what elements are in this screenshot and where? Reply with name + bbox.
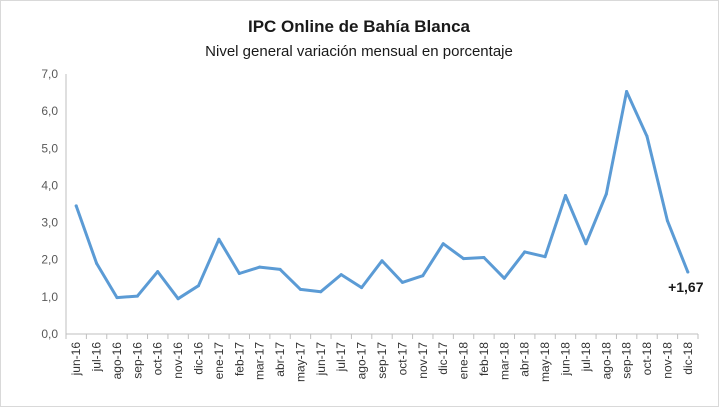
- data-point: [441, 242, 445, 246]
- x-tick-label: dic-17: [436, 342, 450, 375]
- data-point: [176, 297, 180, 301]
- y-tick-label: 4,0: [41, 178, 58, 192]
- data-point: [156, 270, 160, 274]
- x-tick-label: oct-16: [151, 342, 165, 376]
- end-value-annotation: +1,67: [668, 279, 704, 295]
- data-point: [299, 287, 302, 291]
- chart-subtitle: Nivel general variación mensual en porce…: [205, 43, 513, 60]
- data-point: [258, 265, 262, 269]
- y-tick-label: 7,0: [41, 67, 58, 81]
- x-tick-label: may-18: [538, 342, 552, 382]
- y-tick-label: 0,0: [41, 327, 58, 341]
- data-point: [421, 274, 425, 278]
- data-point: [74, 204, 78, 208]
- y-tick-label: 1,0: [41, 290, 58, 304]
- data-point: [339, 273, 343, 277]
- data-point: [135, 294, 139, 298]
- x-tick-label: ene-18: [457, 342, 471, 380]
- data-point: [237, 272, 241, 275]
- data-point: [380, 259, 384, 263]
- data-point: [665, 219, 669, 223]
- x-tick-label: feb-18: [477, 342, 491, 376]
- x-tick-label: jul-18: [579, 342, 593, 373]
- x-tick-label: sep-17: [375, 342, 389, 379]
- data-point: [400, 280, 404, 284]
- x-tick-label: oct-18: [640, 342, 654, 376]
- y-axis: 0,0 1,0 2,0 3,0 4,0 5,0 6,0 7,0: [41, 67, 67, 341]
- x-tick-label: nov-18: [660, 342, 674, 379]
- data-point: [482, 256, 486, 259]
- x-tick-label: feb-17: [232, 342, 246, 376]
- data-point: [502, 276, 506, 280]
- x-tick-label: ago-18: [599, 342, 613, 380]
- x-tick-label: ene-17: [212, 342, 226, 380]
- y-tick-label: 6,0: [41, 104, 58, 118]
- series-line: [74, 90, 690, 301]
- data-point: [115, 296, 119, 300]
- x-tick-label: oct-17: [395, 342, 409, 376]
- x-tick-label: ago-17: [355, 342, 369, 380]
- data-point: [645, 134, 649, 138]
- data-point: [217, 237, 221, 241]
- data-point: [523, 250, 527, 254]
- x-tick-label: nov-16: [171, 342, 185, 379]
- y-tick-label: 2,0: [41, 253, 58, 267]
- data-point: [278, 267, 282, 271]
- x-tick-label: jun-18: [558, 342, 572, 377]
- x-tick-label: abr-17: [273, 342, 287, 377]
- x-tick-label: nov-17: [416, 342, 430, 379]
- x-tick-label: abr-18: [518, 342, 532, 377]
- x-tick-label: sep-18: [620, 342, 634, 379]
- x-tick-label: mar-17: [253, 342, 267, 380]
- data-point: [625, 90, 629, 93]
- x-tick-label: mar-18: [497, 342, 511, 380]
- series-layer: [74, 90, 690, 301]
- x-tick-label: may-17: [293, 342, 307, 382]
- data-point: [95, 261, 99, 265]
- data-point: [564, 194, 567, 197]
- data-point: [604, 192, 608, 196]
- chart-title: IPC Online de Bahía Blanca: [248, 17, 471, 36]
- data-point: [319, 290, 323, 294]
- x-tick-label: ago-16: [110, 342, 124, 380]
- data-point: [360, 286, 364, 290]
- x-tick-label: jul-16: [90, 342, 104, 373]
- data-point: [543, 255, 547, 259]
- x-tick-label: jun-16: [69, 342, 83, 377]
- x-tick-label: jul-17: [334, 342, 348, 373]
- y-tick-label: 5,0: [41, 141, 58, 155]
- data-point: [686, 270, 690, 274]
- data-point: [462, 257, 465, 261]
- data-point: [584, 242, 588, 246]
- data-point: [197, 284, 200, 288]
- y-tick-label: 3,0: [41, 216, 58, 230]
- x-axis: jun-16 jul-16 ago-16 sep-16 oct-16 nov-16 dic-…: [65, 333, 699, 382]
- x-tick-label: sep-16: [130, 342, 144, 379]
- x-tick-label: dic-18: [681, 342, 695, 375]
- x-tick-label: dic-16: [192, 342, 206, 375]
- x-tick-label: jun-17: [314, 342, 328, 377]
